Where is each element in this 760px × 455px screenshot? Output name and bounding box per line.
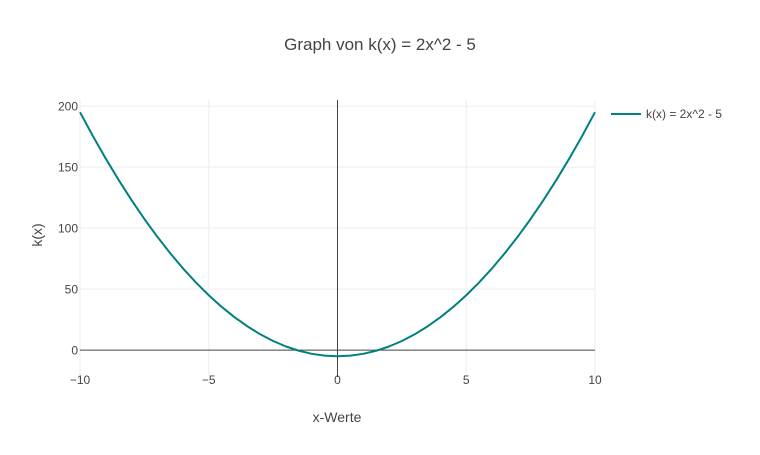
chart-title: Graph von k(x) = 2x^2 - 5 <box>284 35 476 54</box>
legend[interactable]: k(x) = 2x^2 - 5 <box>611 107 722 121</box>
x-axis-ticks: −10 −5 0 5 10 <box>70 373 602 387</box>
series-line <box>79 111 596 358</box>
y-tick-label: 100 <box>58 221 78 235</box>
y-axis-title: k(x) <box>29 223 45 246</box>
x-tick-label: −5 <box>202 373 216 387</box>
zero-lines <box>80 100 595 377</box>
x-tick-label: 5 <box>463 373 470 387</box>
y-tick-label: 50 <box>65 282 79 296</box>
y-tick-label: 0 <box>71 343 78 357</box>
x-axis-title: x-Werte <box>313 409 362 425</box>
y-tick-label: 150 <box>58 160 78 174</box>
x-tick-label: 10 <box>588 373 602 387</box>
x-tick-label: −10 <box>70 373 91 387</box>
legend-item[interactable]: k(x) = 2x^2 - 5 <box>611 107 722 121</box>
legend-label: k(x) = 2x^2 - 5 <box>646 107 722 121</box>
x-tick-label: 0 <box>334 373 341 387</box>
y-axis-ticks: 0 50 100 150 200 <box>58 99 78 357</box>
y-tick-label: 200 <box>58 99 78 113</box>
series-layer <box>79 111 596 358</box>
